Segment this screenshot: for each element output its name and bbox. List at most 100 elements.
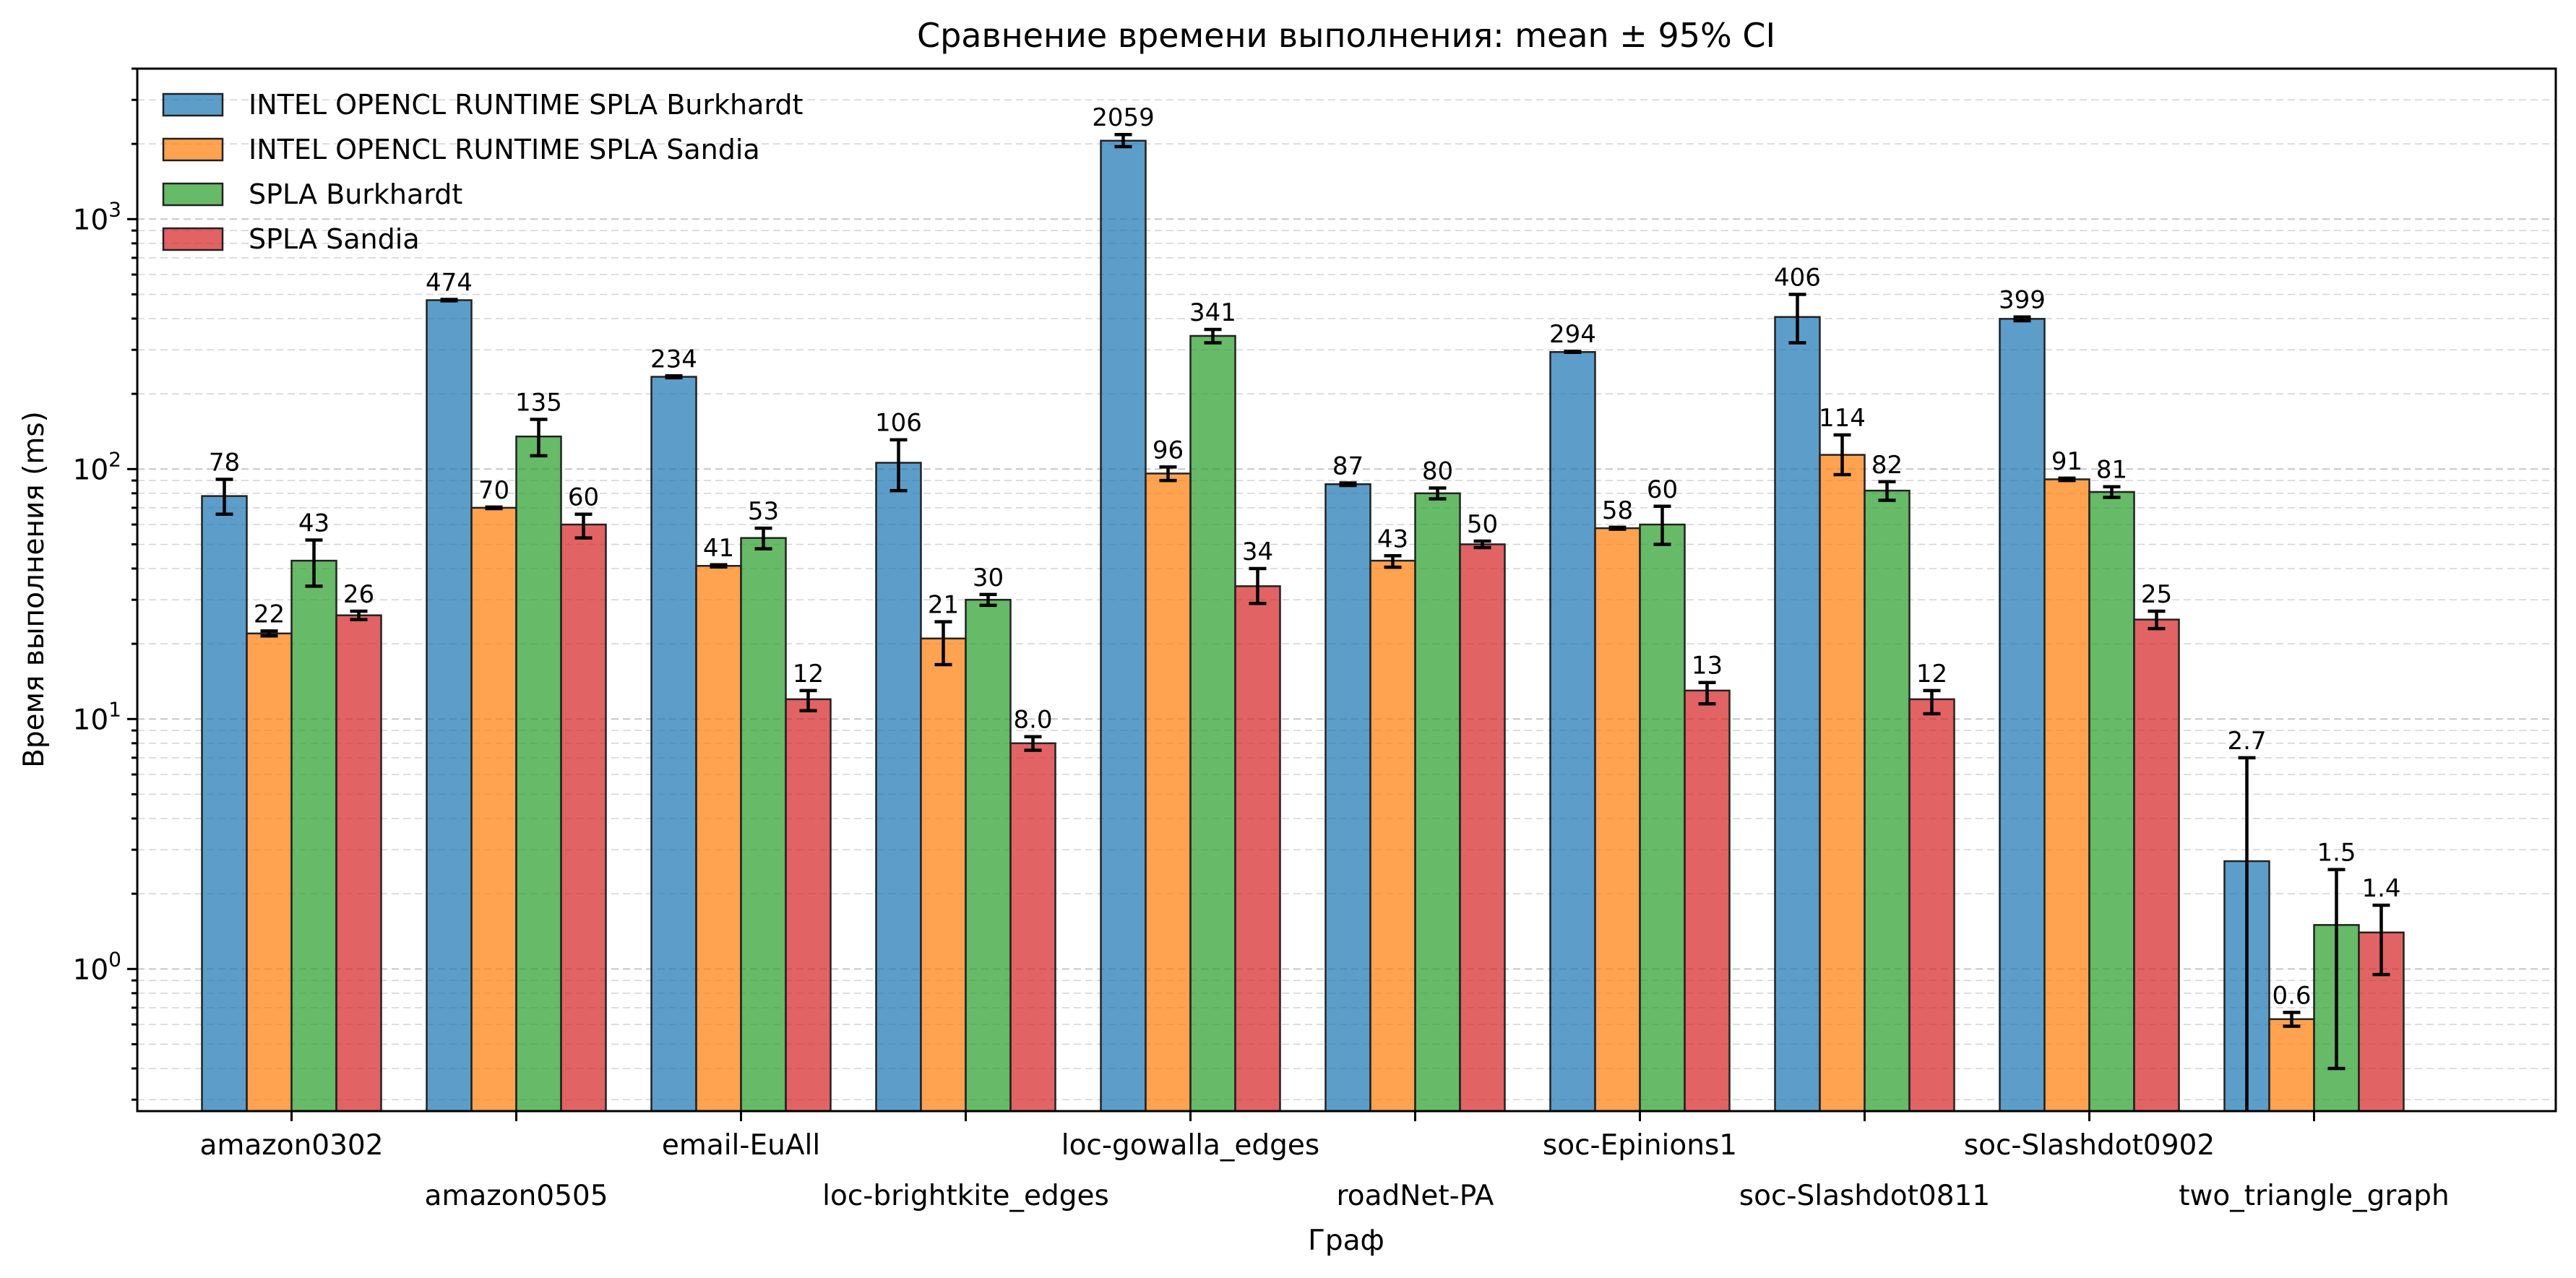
bar bbox=[1414, 492, 1461, 1113]
y-tick-label: 101 bbox=[73, 697, 121, 736]
data-label: 91 bbox=[2051, 447, 2082, 476]
data-label: 8.0 bbox=[1013, 706, 1052, 735]
data-label: 2.7 bbox=[2227, 727, 2266, 756]
bar bbox=[1234, 585, 1281, 1113]
bar bbox=[1684, 689, 1731, 1113]
data-label: 21 bbox=[928, 591, 959, 620]
y-tick-exponent: 0 bbox=[108, 947, 121, 971]
data-label: 12 bbox=[1916, 660, 1947, 688]
bar bbox=[1009, 742, 1056, 1113]
bar bbox=[1639, 523, 1686, 1113]
data-label: 70 bbox=[478, 476, 509, 505]
legend-swatch bbox=[162, 137, 224, 162]
bar bbox=[650, 376, 697, 1113]
data-label: 81 bbox=[2096, 456, 2127, 485]
data-labels: 78 474 234 106 2059 87 294 406 399 2.7 22 70 41 21 96 4… bbox=[209, 103, 2401, 1010]
x-tick-label: amazon0302 bbox=[199, 1129, 383, 1162]
y-tick-base: 10 bbox=[73, 204, 109, 236]
data-label: 82 bbox=[1871, 451, 1903, 480]
bar bbox=[335, 614, 382, 1113]
x-tick-label: roadNet-PA bbox=[1337, 1180, 1494, 1212]
data-label: 50 bbox=[1467, 510, 1498, 539]
bar bbox=[1459, 543, 1506, 1113]
bar bbox=[1145, 472, 1192, 1113]
data-label: 12 bbox=[793, 660, 824, 688]
data-label: 474 bbox=[426, 269, 473, 298]
data-label: 294 bbox=[1549, 320, 1596, 349]
x-tick-label: soc-Slashdot0811 bbox=[1739, 1180, 1990, 1212]
y-tick-exponent: 3 bbox=[108, 197, 121, 221]
bar bbox=[1774, 316, 1821, 1113]
data-label: 341 bbox=[1189, 298, 1236, 327]
legend-swatch bbox=[162, 92, 224, 117]
bar bbox=[201, 495, 248, 1113]
bar bbox=[1100, 139, 1147, 1113]
y-tick-base: 10 bbox=[73, 704, 109, 736]
bar bbox=[920, 637, 967, 1113]
data-label: 0.6 bbox=[2272, 981, 2311, 1010]
bar bbox=[1549, 350, 1596, 1113]
data-label: 30 bbox=[973, 564, 1004, 592]
data-label: 43 bbox=[298, 509, 329, 538]
legend: INTEL OPENCL RUNTIME SPLA Burkhardt INTEL… bbox=[162, 89, 803, 255]
data-label: 43 bbox=[1377, 524, 1408, 553]
bar bbox=[785, 698, 832, 1113]
x-tick-label: two_triangle_graph bbox=[2179, 1180, 2450, 1212]
bar bbox=[1369, 559, 1416, 1113]
y-tick-exponent: 1 bbox=[108, 697, 121, 721]
bar bbox=[426, 299, 473, 1113]
data-label: 58 bbox=[1602, 496, 1633, 525]
bar bbox=[2088, 491, 2135, 1113]
plot-frame bbox=[136, 67, 2557, 1113]
x-tick-label: email-EuAll bbox=[662, 1129, 820, 1162]
legend-label: SPLA Burkhardt bbox=[249, 178, 462, 210]
data-label: 13 bbox=[1692, 652, 1723, 681]
data-label: 96 bbox=[1153, 436, 1184, 465]
legend-swatch bbox=[162, 182, 224, 207]
x-tick-label: amazon0505 bbox=[424, 1180, 608, 1212]
x-axis-ticks: amazon0302 amazon0505 email-EuAllloc-brigh… bbox=[199, 1111, 2450, 1212]
x-tick-label: soc-Slashdot0902 bbox=[1964, 1129, 2215, 1162]
data-label: 25 bbox=[2141, 580, 2172, 609]
bar bbox=[740, 537, 787, 1113]
bar bbox=[2043, 478, 2090, 1113]
bar bbox=[875, 462, 922, 1113]
bar bbox=[1324, 483, 1371, 1113]
legend-label: SPLA Sandia bbox=[249, 223, 420, 255]
bar bbox=[2133, 618, 2180, 1113]
bars bbox=[201, 139, 2405, 1113]
chart-title: Сравнение времени выполнения: mean ± 95%… bbox=[917, 16, 1775, 55]
y-tick-label: 100 bbox=[73, 947, 121, 986]
data-label: 114 bbox=[1819, 404, 1866, 433]
y-tick-label: 103 bbox=[73, 197, 121, 236]
bar bbox=[1819, 454, 1866, 1113]
data-label: 406 bbox=[1774, 263, 1821, 292]
legend-label: INTEL OPENCL RUNTIME SPLA Burkhardt bbox=[249, 89, 803, 121]
data-label: 2059 bbox=[1092, 103, 1155, 132]
bar bbox=[290, 559, 337, 1113]
y-axis-label: Время выполнения (ms) bbox=[18, 411, 51, 768]
legend-swatch bbox=[162, 227, 224, 251]
bar bbox=[1594, 527, 1641, 1113]
bar bbox=[695, 565, 742, 1113]
bar bbox=[470, 506, 517, 1113]
bar bbox=[1189, 334, 1236, 1113]
data-label: 399 bbox=[1999, 286, 2046, 315]
bar bbox=[246, 632, 293, 1113]
bar bbox=[965, 598, 1012, 1113]
bar bbox=[1908, 698, 1955, 1113]
bar bbox=[1999, 318, 2046, 1113]
data-label: 106 bbox=[875, 409, 922, 438]
data-label: 87 bbox=[1332, 452, 1364, 480]
data-label: 1.5 bbox=[2317, 839, 2356, 868]
bar bbox=[560, 523, 607, 1113]
data-label: 60 bbox=[1647, 475, 1678, 504]
x-axis-label: Граф bbox=[1308, 1225, 1384, 1257]
data-label: 26 bbox=[343, 580, 374, 609]
data-label: 135 bbox=[515, 389, 562, 418]
error-bars bbox=[215, 132, 2390, 1111]
y-tick-base: 10 bbox=[73, 954, 109, 986]
